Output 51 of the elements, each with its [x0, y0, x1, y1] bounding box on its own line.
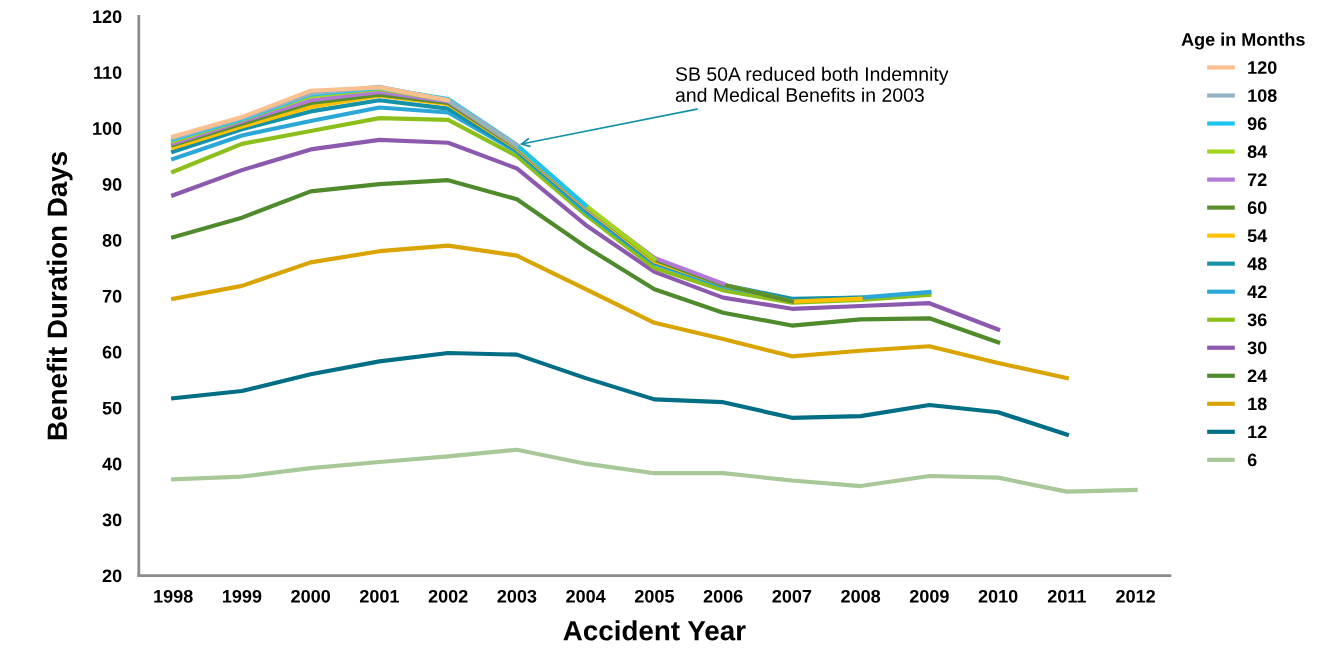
y-tick-label: 50: [102, 401, 122, 415]
y-tick-label: 90: [102, 178, 122, 191]
line-series: [171, 137, 1001, 332]
legend-label: 54: [1247, 229, 1268, 243]
legend-label: 6: [1247, 453, 1257, 467]
y-tick-label: 70: [102, 289, 122, 303]
annotation: SB 50A reduced both Indemnity and Medical Benefits in 2003: [675, 66, 949, 102]
legend-label: 120: [1248, 61, 1277, 74]
x-tick-label: 2008: [841, 589, 881, 603]
legend-label: 48: [1247, 257, 1267, 271]
y-tick-label: 60: [102, 345, 122, 359]
x-tick-label: 2011: [1047, 589, 1086, 603]
x-axis-title: Accident Year: [563, 620, 746, 641]
legend-label: 12: [1248, 425, 1267, 439]
line-series: [171, 243, 1069, 381]
legend-label: 72: [1247, 173, 1267, 186]
x-tick-label: 2007: [772, 589, 812, 603]
x-tick-label: 2000: [291, 589, 331, 603]
x-tick-label: 2003: [497, 589, 537, 603]
y-axis-title: Benefit Duration Days: [46, 151, 73, 440]
x-tick-label: 2001: [359, 589, 399, 603]
x-tick-label: 2006: [703, 589, 743, 603]
legend-label: 96: [1247, 117, 1267, 131]
x-tick-label: 2005: [634, 589, 674, 603]
legend-label: 60: [1247, 201, 1267, 215]
legend-label: 108: [1248, 89, 1277, 102]
legend-label: 36: [1247, 313, 1267, 327]
x-tick-label: 2009: [909, 589, 949, 603]
y-tick-label: 20: [102, 569, 122, 583]
x-tick-label: 1999: [222, 589, 262, 603]
y-tick-label: 120: [93, 10, 122, 24]
y-tick-label: 40: [102, 457, 122, 471]
x-tick-label: 1998: [154, 589, 193, 603]
x-tick-label: 2004: [566, 589, 606, 603]
line-series: [171, 178, 1001, 345]
legend-label: 18: [1248, 397, 1267, 411]
legend-title: Age in Months: [1181, 32, 1305, 50]
line-series: [171, 350, 1069, 437]
x-tick-label: 2002: [428, 589, 468, 603]
legend-label: 24: [1247, 369, 1268, 383]
y-tick-label: 110: [94, 66, 122, 79]
legend-label: 84: [1247, 145, 1268, 159]
line-series: [171, 447, 1138, 494]
y-tick-label: 100: [93, 122, 122, 135]
y-tick-label: 80: [102, 233, 122, 247]
y-tick-label: 30: [102, 513, 122, 527]
x-tick-label: 2010: [978, 589, 1018, 603]
legend-label: 30: [1247, 341, 1267, 355]
line-series: [171, 85, 451, 139]
x-tick-label: 2012: [1116, 589, 1155, 603]
legend-label: 42: [1247, 285, 1267, 298]
